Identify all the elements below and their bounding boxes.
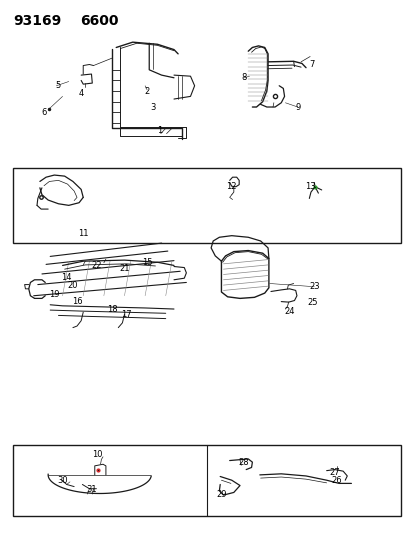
Text: 8: 8: [241, 73, 246, 82]
Text: 19: 19: [49, 290, 59, 299]
Text: 21: 21: [119, 264, 129, 272]
Text: 7: 7: [309, 60, 314, 69]
Text: 24: 24: [284, 307, 294, 316]
Text: 29: 29: [216, 489, 226, 498]
Text: 15: 15: [142, 258, 152, 266]
Text: 6600: 6600: [80, 14, 119, 28]
Text: 11: 11: [78, 229, 88, 238]
Text: 27: 27: [329, 469, 339, 477]
Text: 20: 20: [67, 280, 78, 289]
Text: 10: 10: [92, 450, 103, 459]
Text: 17: 17: [121, 310, 131, 319]
Text: 26: 26: [331, 477, 342, 485]
Text: 4: 4: [78, 89, 83, 98]
Text: 18: 18: [107, 304, 117, 313]
Bar: [13, 168, 400, 243]
Text: 16: 16: [71, 296, 82, 305]
Text: 1: 1: [157, 126, 162, 135]
Text: 22: 22: [91, 261, 102, 270]
Text: 12: 12: [226, 182, 236, 191]
Text: 25: 25: [306, 298, 317, 307]
Text: 3: 3: [150, 102, 156, 111]
Text: 5: 5: [56, 81, 61, 90]
Text: 31: 31: [86, 484, 97, 494]
Text: 6: 6: [41, 108, 47, 117]
Text: 23: 23: [308, 282, 319, 291]
Bar: [13, 445, 400, 516]
Text: 93169: 93169: [14, 14, 62, 28]
Text: 28: 28: [238, 458, 249, 466]
Text: 2: 2: [144, 86, 150, 95]
Text: 9: 9: [294, 102, 300, 111]
Text: 13: 13: [304, 182, 315, 191]
Text: 14: 14: [61, 273, 72, 281]
Text: 30: 30: [57, 476, 68, 484]
